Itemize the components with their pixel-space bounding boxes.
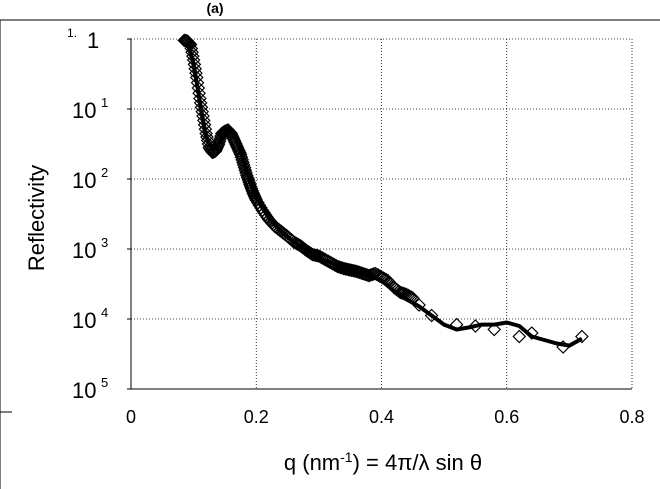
data-point-diamond <box>196 109 210 123</box>
data-point-diamond <box>230 140 245 155</box>
y-axis-label: Reflectivity <box>24 165 49 271</box>
y-tick-base: 1 <box>87 28 99 53</box>
data-point-diamond <box>236 158 251 172</box>
x-tick-label: 0.2 <box>244 407 269 427</box>
panel-label: (a) <box>206 0 223 16</box>
data-point-diamond <box>244 181 259 196</box>
data-point-diamond <box>524 326 539 340</box>
y-tick-label: 10 2 <box>72 165 108 193</box>
data-point-diamond <box>185 49 200 63</box>
data-point-diamond <box>184 41 199 56</box>
data-point-diamond <box>468 319 483 333</box>
data-point-diamond <box>193 96 208 110</box>
y-tick-label: 10 5 <box>72 375 108 403</box>
data-point-diamond <box>556 340 570 354</box>
x-tick-label: 0 <box>126 407 136 427</box>
data-point-diamond <box>196 113 211 128</box>
data-point-diamond <box>231 142 246 157</box>
data-point-diamond <box>198 122 213 136</box>
data-point-diamond <box>398 287 412 301</box>
x-axis-label-post: ) = 4π/λ sin θ <box>353 450 483 475</box>
x-tick-label: 0.6 <box>494 407 519 427</box>
data-point-diamond <box>245 184 260 198</box>
y-tick-base: 10 <box>72 98 96 123</box>
axes-frame <box>0 19 660 489</box>
data-point-diamond <box>187 57 202 72</box>
data-point-diamond <box>234 150 249 164</box>
x-axis-label-sup: -1 <box>340 449 353 465</box>
data-point-diamond <box>248 191 263 206</box>
data-point-diamond <box>449 317 464 332</box>
x-axis-label-pre: q (nm <box>284 450 340 475</box>
y-tick-exponent: 3 <box>101 235 108 250</box>
data-point-diamond <box>512 329 527 344</box>
data-point-diamond <box>183 37 198 52</box>
data-point-diamond <box>412 298 426 312</box>
x-tick-labels: 0 0.2 0.4 0.6 0.8 <box>126 407 645 427</box>
data-point-diamond <box>197 117 212 132</box>
x-tick-label: 0.4 <box>369 407 394 427</box>
data-point-diamond <box>424 308 439 323</box>
data-point-diamond <box>238 163 253 178</box>
data-point-diamond <box>186 53 201 67</box>
data-point-diamond <box>362 268 376 283</box>
y-tick-exponent: 2 <box>101 165 108 180</box>
data-marker-series <box>177 33 589 354</box>
data-point-diamond <box>237 160 252 175</box>
data-point-diamond <box>365 267 379 282</box>
data-point-diamond <box>487 322 502 337</box>
y-tick-base: 10 <box>72 308 96 333</box>
y-tick-exponent: 4 <box>101 305 108 320</box>
data-point-diamond <box>235 152 250 167</box>
data-point-diamond <box>405 291 420 305</box>
data-point-diamond <box>310 248 325 263</box>
data-point-diamond <box>575 329 589 344</box>
x-axis-label: q (nm-1) = 4π/λ sin θ <box>284 449 482 475</box>
x-tick-label: 0.8 <box>619 407 644 427</box>
data-point-diamond <box>185 45 199 60</box>
data-point-diamond <box>195 104 210 119</box>
y-tick-base: 10 <box>72 168 96 193</box>
data-point-diamond <box>233 147 248 162</box>
y-tick-exponent: 1 <box>101 95 108 110</box>
y-tick-label: 10 4 <box>72 305 108 333</box>
y-tick-label: 10 1 <box>72 95 108 123</box>
data-point-diamond <box>188 61 203 76</box>
y-tick-base: 10 <box>72 378 96 403</box>
y-tick-exponent: 5 <box>101 375 108 390</box>
y-tick-base: 10 <box>72 238 96 263</box>
data-point-diamond <box>396 286 411 301</box>
data-point-diamond <box>247 189 262 204</box>
data-point-diamond <box>246 186 260 200</box>
y-tick-label: 10 3 <box>72 235 108 263</box>
data-point-diamond <box>236 155 250 170</box>
y-tick-label: 1. 1 <box>67 26 99 53</box>
y-tick-prefix: 1. <box>67 26 77 40</box>
data-point-diamond <box>193 91 207 106</box>
data-point-diamond <box>194 100 209 115</box>
